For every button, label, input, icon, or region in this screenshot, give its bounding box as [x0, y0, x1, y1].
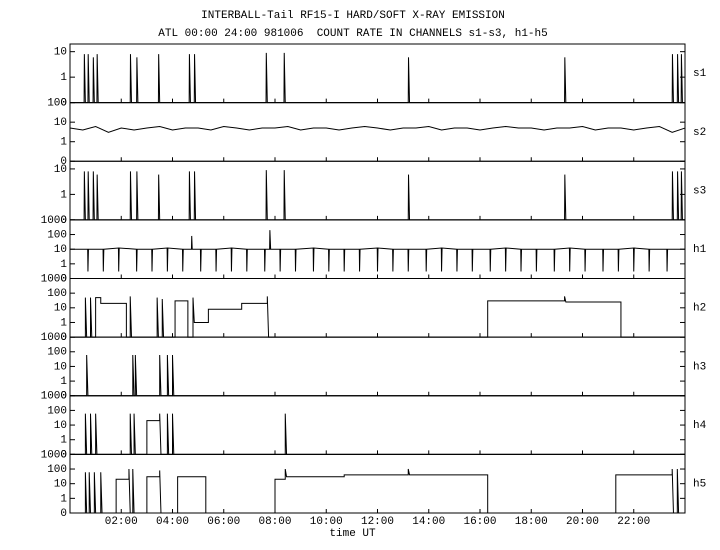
x-tick-label: 02:00 [105, 516, 138, 528]
x-tick-label: 14:00 [412, 516, 445, 528]
y-tick-label: 0 [60, 215, 67, 227]
panel-label: s1 [693, 68, 707, 80]
y-tick-label: 1000 [41, 391, 67, 403]
x-tick-label: 20:00 [566, 516, 599, 528]
panel-label: h3 [693, 361, 706, 373]
data-line [70, 468, 685, 514]
y-tick-label: 100 [47, 347, 67, 359]
y-tick-label: 1000 [41, 332, 67, 344]
y-tick-label: 1 [60, 137, 67, 149]
y-tick-label: 100 [47, 288, 67, 300]
y-tick-label: 0 [60, 508, 67, 520]
y-tick-label: 0 [60, 449, 67, 461]
y-tick-label: 1 [60, 72, 67, 84]
y-tick-label: 10 [54, 164, 67, 176]
y-tick-label: 10 [54, 117, 67, 129]
y-tick-label: 10 [54, 244, 67, 256]
data-line [70, 230, 685, 272]
x-axis-label: time UT [329, 528, 376, 540]
y-tick-label: 10 [54, 420, 67, 432]
panel-label: s2 [693, 127, 706, 139]
x-tick-label: 06:00 [207, 516, 240, 528]
data-line [69, 125, 686, 133]
chart-title: INTERBALL-Tail RF15-I HARD/SOFT X-RAY EM… [201, 10, 505, 22]
y-tick-label: 1000 [41, 449, 67, 461]
y-tick-label: 100 [47, 464, 67, 476]
y-tick-label: 1000 [41, 215, 67, 227]
y-tick-label: 100 [47, 229, 67, 241]
y-tick-label: 1 [60, 376, 67, 388]
y-tick-label: 1 [60, 317, 67, 329]
x-tick-label: 12:00 [361, 516, 394, 528]
y-tick-label: 0 [60, 273, 67, 285]
panel-label: h1 [693, 244, 707, 256]
panel-label: h4 [693, 420, 707, 432]
x-tick-label: 16:00 [463, 516, 496, 528]
y-tick-label: 0 [60, 98, 67, 110]
y-tick-label: 10 [54, 303, 67, 315]
y-tick-label: 0 [60, 332, 67, 344]
x-tick-label: 22:00 [617, 516, 650, 528]
panel-label: h5 [693, 479, 706, 491]
x-tick-label: 18:00 [515, 516, 548, 528]
y-tick-label: 1 [60, 189, 67, 201]
y-tick-label: 10 [54, 479, 67, 491]
y-tick-label: 10 [54, 361, 67, 373]
y-tick-label: 1 [60, 435, 67, 447]
x-tick-label: 10:00 [310, 516, 343, 528]
panel-label: s3 [693, 185, 706, 197]
y-tick-label: 1 [60, 493, 67, 505]
y-tick-label: 10 [54, 47, 67, 59]
y-tick-label: 0 [60, 156, 67, 168]
y-tick-label: 1000 [41, 273, 67, 285]
y-tick-label: 1 [60, 259, 67, 271]
y-tick-label: 0 [60, 391, 67, 403]
x-tick-label: 08:00 [258, 516, 291, 528]
chart-subtitle: ATL 00:00 24:00 981006 COUNT RATE IN CHA… [158, 28, 547, 40]
y-tick-label: 100 [47, 98, 67, 110]
y-tick-label: 100 [47, 405, 67, 417]
x-tick-label: 04:00 [156, 516, 189, 528]
panel-label: h2 [693, 303, 706, 315]
